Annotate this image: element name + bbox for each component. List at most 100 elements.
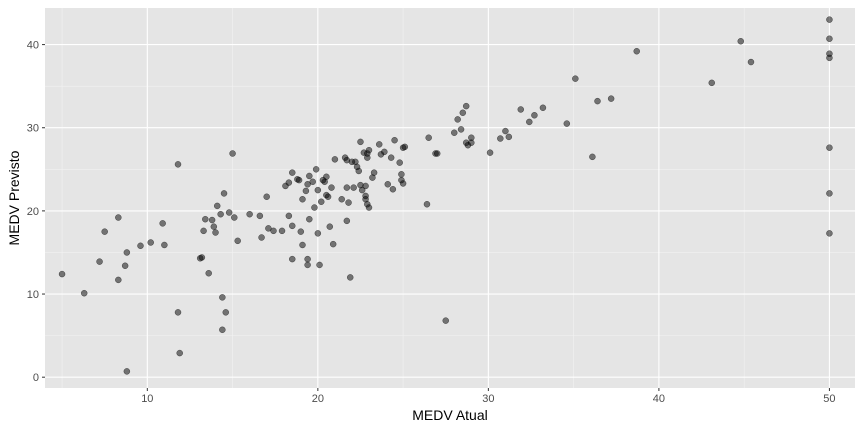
data-point (497, 135, 504, 142)
data-point (314, 186, 322, 194)
data-point (331, 156, 339, 163)
y-axis-ticks: 0 10 20 30 40 (27, 40, 45, 384)
data-point (222, 309, 230, 316)
data-point (350, 184, 357, 191)
data-point (423, 200, 431, 208)
data-point (265, 225, 272, 232)
data-point (345, 199, 352, 206)
data-point (202, 215, 209, 223)
data-point (174, 161, 182, 168)
data-point (285, 179, 293, 186)
data-point (205, 270, 212, 277)
data-point (355, 167, 363, 175)
data-point (370, 169, 378, 176)
data-point (304, 261, 311, 269)
data-point (326, 223, 334, 230)
data-point (220, 190, 228, 197)
data-point (357, 138, 364, 146)
data-point (278, 227, 286, 235)
data-point (328, 184, 335, 191)
data-point (219, 294, 226, 301)
data-point (365, 146, 373, 154)
data-point (442, 317, 449, 324)
data-point (505, 133, 513, 141)
data-point (462, 102, 470, 110)
data-point (343, 184, 351, 191)
data-point (381, 148, 388, 156)
data-point (517, 106, 525, 113)
data-point (387, 154, 395, 161)
data-point (531, 112, 538, 119)
data-point (299, 195, 306, 203)
data-point (329, 240, 337, 248)
data-point (80, 289, 88, 297)
data-point (101, 228, 108, 235)
data-point (365, 204, 373, 211)
data-point (737, 38, 744, 45)
data-point (200, 227, 207, 235)
data-point (123, 368, 131, 375)
data-point (457, 126, 465, 133)
data-point (826, 144, 833, 151)
data-point (212, 229, 219, 236)
data-point (384, 181, 392, 188)
data-point (137, 242, 144, 250)
plot-panel (45, 8, 855, 388)
x-tick-label: 20 (312, 393, 324, 405)
data-point (312, 166, 320, 173)
data-point (323, 173, 330, 181)
data-point (572, 75, 579, 82)
x-axis-title: MEDV Atual (412, 407, 487, 423)
data-point (594, 97, 601, 105)
data-point (306, 215, 313, 223)
data-point (318, 198, 325, 205)
data-point (314, 230, 322, 237)
y-tick-label: 10 (27, 289, 39, 301)
data-point (208, 216, 216, 224)
x-tick-label: 30 (482, 393, 494, 405)
data-point (708, 79, 716, 87)
data-point (256, 212, 264, 220)
data-point (451, 129, 458, 136)
data-point (213, 202, 221, 210)
data-point (123, 249, 131, 256)
data-point (311, 204, 318, 211)
y-tick-label: 0 (33, 372, 39, 384)
data-point (316, 261, 323, 269)
data-point (589, 153, 596, 161)
data-point (826, 16, 833, 23)
data-point (225, 209, 233, 216)
data-point (539, 104, 547, 112)
y-tick-label: 40 (27, 40, 39, 52)
data-point (234, 237, 241, 245)
data-point (121, 262, 129, 270)
data-point (231, 214, 238, 221)
data-point (198, 254, 206, 261)
data-point (289, 169, 296, 176)
data-point (309, 178, 316, 186)
data-point (258, 234, 265, 241)
data-points (58, 16, 833, 375)
data-point (396, 159, 403, 166)
data-point (346, 274, 354, 281)
x-tick-label: 10 (141, 393, 153, 405)
data-point (826, 54, 833, 62)
data-point (304, 181, 311, 188)
data-point (115, 214, 122, 221)
x-axis-ticks: 10 20 30 40 50 (141, 388, 836, 405)
y-tick-label: 20 (27, 206, 39, 218)
data-point (375, 141, 383, 148)
data-point (299, 241, 306, 249)
data-point (364, 154, 371, 161)
data-point (270, 227, 277, 235)
data-point (246, 210, 253, 218)
data-point (263, 193, 270, 201)
data-point (229, 150, 236, 157)
data-point (563, 120, 571, 127)
data-point (58, 270, 66, 278)
data-point (285, 212, 293, 220)
data-point (174, 309, 182, 316)
data-point (306, 172, 313, 180)
x-tick-label: 40 (653, 393, 665, 405)
data-point (502, 127, 509, 135)
